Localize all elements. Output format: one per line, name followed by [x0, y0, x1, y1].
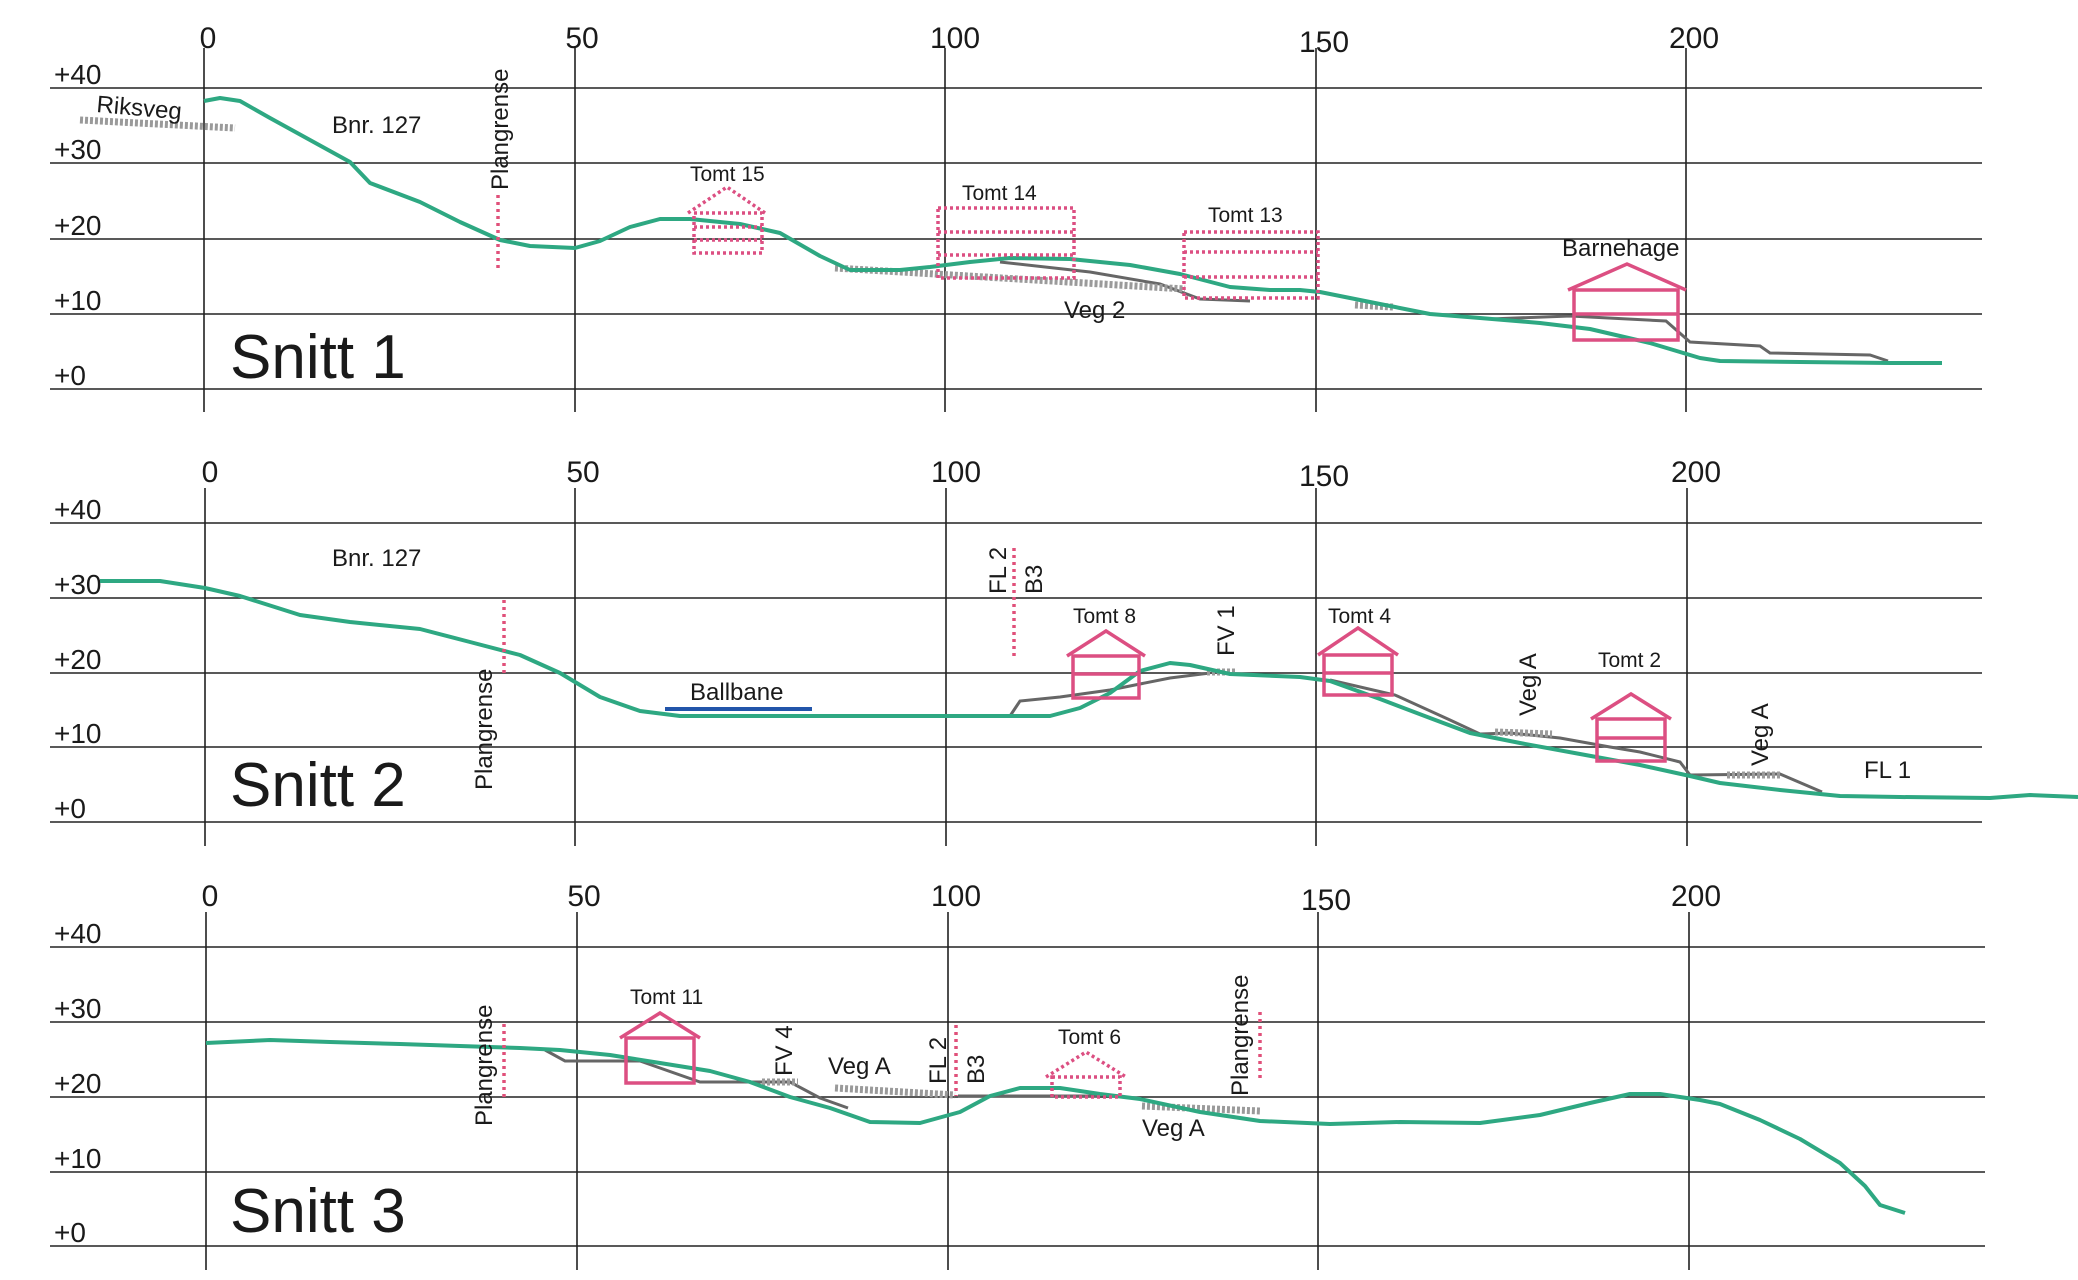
section-title: Snitt 2 — [230, 751, 406, 820]
section-2: 0 50 100 150 200 +40 +30 +20 +10 +0 Snit… — [50, 456, 2078, 846]
tomt-13-building — [1182, 230, 1320, 300]
vega-label-2: Veg A — [1142, 1115, 1205, 1142]
x-tick-50: 50 — [565, 22, 598, 55]
tomt-8-label: Tomt 8 — [1073, 605, 1136, 628]
tomt-11-building — [619, 1010, 701, 1085]
elev-label-0: +0 — [54, 793, 86, 824]
plangrense-label: Plangrense — [471, 669, 498, 790]
tomt-2-building — [1590, 691, 1672, 763]
fl1-label: FL 1 — [1864, 757, 1911, 784]
tomt-6-label: Tomt 6 — [1058, 1026, 1121, 1049]
fv4-label: FV 4 — [771, 1025, 798, 1076]
tomt-13-label: Tomt 13 — [1208, 204, 1283, 227]
x-tick-100: 100 — [930, 22, 980, 55]
vega-road — [1494, 728, 1553, 738]
barnehage-label: Barnehage — [1562, 235, 1679, 262]
veg2-label: Veg 2 — [1064, 297, 1125, 324]
ballbane-label: Ballbane — [690, 679, 783, 706]
tomt-8-building — [1066, 628, 1146, 700]
tomt-14-building — [936, 206, 1076, 280]
x-tick-100: 100 — [931, 880, 981, 913]
plangrense-label-1: Plangrense — [471, 1005, 498, 1126]
x-tick-50: 50 — [566, 456, 599, 489]
bnr-label: Bnr. 127 — [332, 545, 421, 572]
x-tick-0: 0 — [200, 22, 217, 55]
elev-label-30: +30 — [54, 993, 102, 1024]
elev-label-0: +0 — [54, 1217, 86, 1248]
x-tick-0: 0 — [202, 456, 219, 489]
elev-label-10: +10 — [54, 285, 102, 316]
tomt-11-label: Tomt 11 — [630, 986, 703, 1009]
x-tick-0: 0 — [202, 880, 219, 913]
elev-label-30: +30 — [54, 569, 102, 600]
vega-label-1: Veg A — [1515, 653, 1542, 716]
elev-label-20: +20 — [54, 210, 102, 241]
fl2-label: FL 2 — [985, 547, 1012, 594]
b3-label: B3 — [1021, 565, 1048, 594]
x-tick-100: 100 — [931, 456, 981, 489]
b3-label: B3 — [963, 1055, 990, 1084]
riksveg-label: Riksveg — [95, 91, 182, 125]
elev-label-20: +20 — [54, 1068, 102, 1099]
elev-label-0: +0 — [54, 360, 86, 391]
plangrense-label: Plangrense — [487, 69, 514, 190]
x-tick-150: 150 — [1301, 884, 1351, 917]
tomt-4-building — [1317, 625, 1399, 697]
elev-label-40: +40 — [54, 494, 102, 525]
elev-label-30: +30 — [54, 134, 102, 165]
section-1: 0 50 100 150 200 +40 +30 +20 +10 +0 Snit… — [50, 22, 1982, 412]
tomt-4-label: Tomt 4 — [1328, 605, 1391, 628]
section-title: Snitt 1 — [230, 323, 406, 392]
vega-label-1: Veg A — [828, 1053, 891, 1080]
vega-road — [834, 1084, 956, 1099]
elev-label-10: +10 — [54, 1143, 102, 1174]
terrain-profile — [203, 96, 1942, 365]
x-tick-150: 150 — [1299, 460, 1349, 493]
terrain-profile — [205, 1038, 1906, 1215]
tomt-14-label: Tomt 14 — [962, 182, 1037, 205]
x-tick-50: 50 — [567, 880, 600, 913]
x-tick-200: 200 — [1671, 880, 1721, 913]
fl2-label: FL 2 — [925, 1037, 952, 1084]
tomt-15-label: Tomt 15 — [690, 163, 765, 186]
road-line — [544, 1048, 849, 1110]
tomt-15-building — [687, 184, 766, 255]
x-tick-150: 150 — [1299, 26, 1349, 59]
road-line — [1008, 671, 1211, 717]
road-line-east — [1489, 314, 1889, 363]
plangrense-label-2: Plangrense — [1227, 975, 1254, 1096]
elev-label-10: +10 — [54, 718, 102, 749]
road-line-east — [1329, 678, 1823, 794]
terrain-profile — [100, 579, 2078, 800]
tomt-6-building — [1045, 1049, 1127, 1099]
section-3: 0 50 100 150 200 +40 +30 +20 +10 +0 Snit… — [50, 880, 1985, 1270]
riksveg-road — [79, 116, 236, 132]
tomt-2-label: Tomt 2 — [1598, 649, 1661, 672]
elev-label-40: +40 — [54, 59, 102, 90]
section-title: Snitt 3 — [230, 1177, 406, 1246]
vega-label-2: Veg A — [1747, 703, 1774, 766]
fv1-label: FV 1 — [1213, 605, 1240, 656]
bnr-label: Bnr. 127 — [332, 112, 421, 139]
elev-label-40: +40 — [54, 918, 102, 949]
x-tick-200: 200 — [1669, 22, 1719, 55]
x-tick-200: 200 — [1671, 456, 1721, 489]
elev-label-20: +20 — [54, 644, 102, 675]
barnehage-building — [1567, 262, 1687, 342]
